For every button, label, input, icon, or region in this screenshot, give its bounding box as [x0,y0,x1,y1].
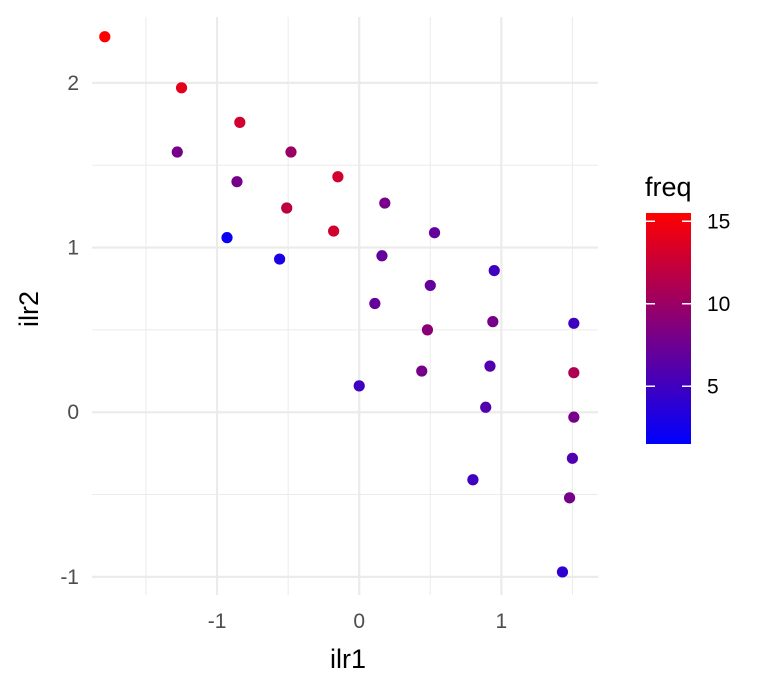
x-tick-label: 1 [496,610,508,633]
data-points [99,31,580,578]
data-point [428,227,441,239]
y-tick-label: 0 [67,401,79,424]
data-point [563,492,576,504]
data-point [416,365,428,377]
legend-tick-label: 5 [707,375,719,398]
x-tick-label: 0 [353,610,365,633]
data-point [285,146,297,158]
data-point [234,116,246,128]
data-point [480,401,492,413]
data-point [566,452,579,464]
data-point [376,250,388,262]
y-tick-labels: -1 0 1 2 [60,72,79,589]
data-point [369,297,381,310]
data-point [421,324,434,336]
grid-minor [92,17,598,595]
legend-ticks: 5 10 15 [646,210,730,398]
grid-major [92,17,598,595]
data-point [467,474,479,486]
data-point [281,202,293,214]
legend-tick-label: 15 [707,210,730,233]
y-tick-label: -1 [60,566,79,589]
data-point [556,566,569,578]
y-axis-title: ilr2 [14,291,44,327]
legend-colorbar [646,213,691,444]
data-point [171,146,183,158]
data-point [328,225,340,237]
data-point [568,367,580,379]
data-point [424,279,436,292]
data-point [231,176,243,188]
legend-tick-label: 10 [707,293,730,316]
data-point [568,317,580,329]
data-point [175,82,188,94]
data-point [379,197,391,209]
y-tick-label: 1 [67,237,79,260]
data-point [221,232,233,244]
data-point [488,264,500,277]
color-legend: freq 5 10 15 [645,172,730,444]
data-point [487,316,499,328]
y-tick-label: 2 [67,72,79,95]
data-point [568,411,580,423]
data-point [484,360,496,372]
x-axis-title: ilr1 [330,644,366,674]
data-point [99,31,111,43]
x-tick-labels: -1 0 1 [208,610,507,633]
data-point [274,253,286,265]
x-tick-label: -1 [208,610,227,633]
data-point [353,380,365,392]
legend-title: freq [645,172,692,202]
data-point [332,171,344,183]
